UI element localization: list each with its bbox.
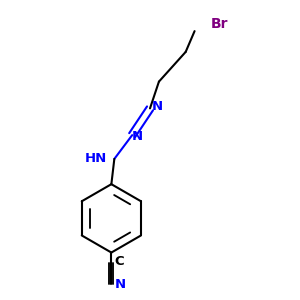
Text: Br: Br (211, 17, 228, 31)
Text: N: N (132, 130, 143, 143)
Text: C: C (114, 255, 124, 268)
Text: N: N (114, 278, 125, 291)
Text: HN: HN (85, 152, 107, 165)
Text: N: N (152, 100, 163, 113)
